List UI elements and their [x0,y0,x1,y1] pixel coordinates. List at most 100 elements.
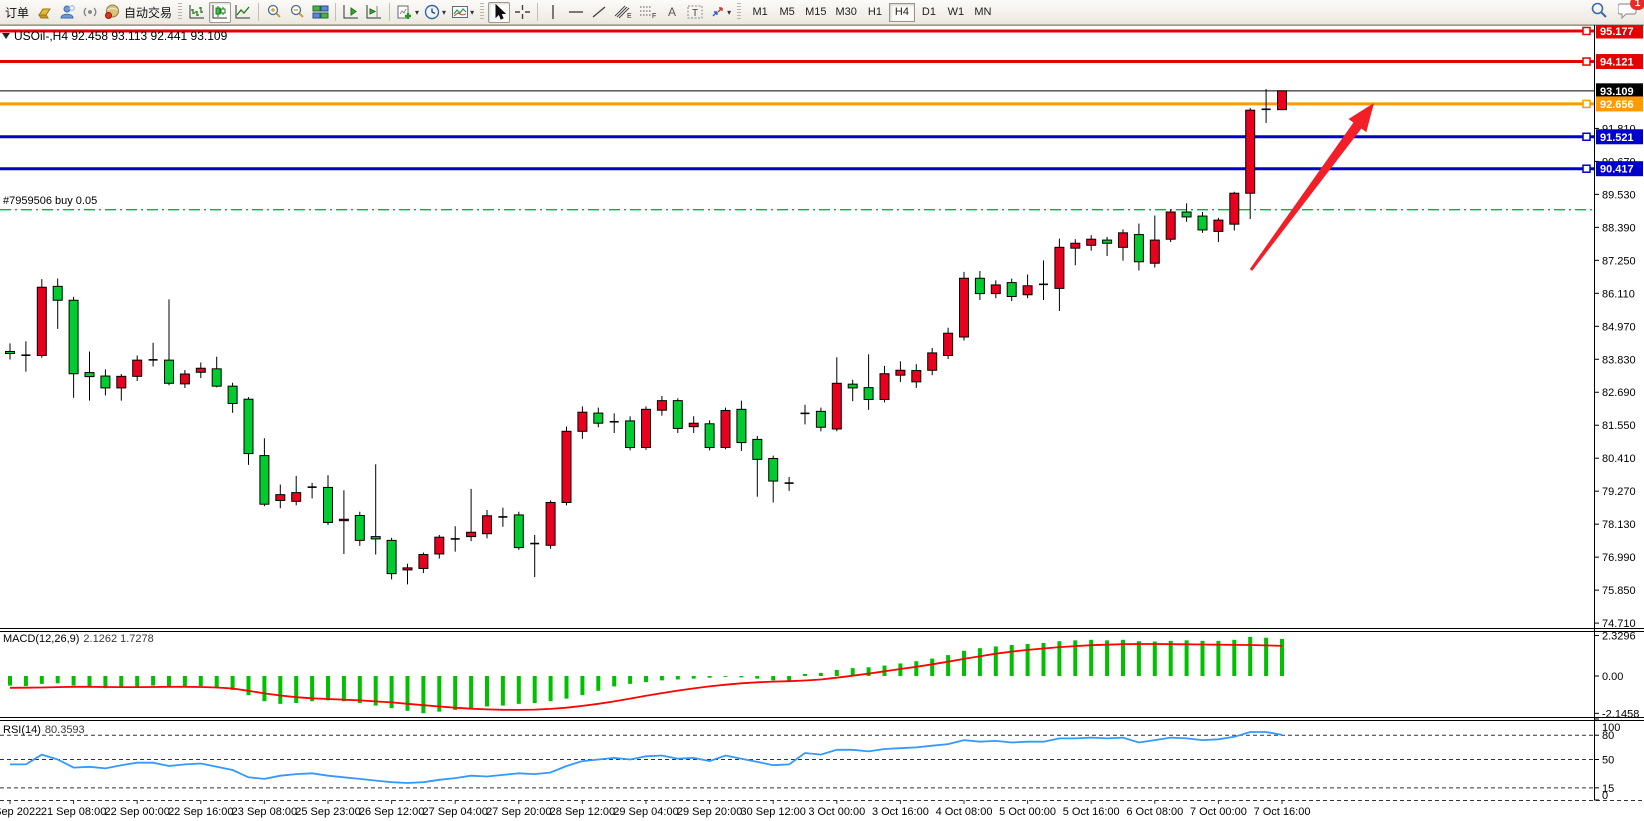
trend-arrow-annotation[interactable] [1249,103,1374,271]
line-handle[interactable] [1582,99,1591,109]
timeframe-M30[interactable]: M30 [832,3,861,22]
bear-candle [672,400,683,429]
bar-chart-button[interactable] [186,2,208,23]
bull-candle [1213,219,1224,232]
bull-candle [641,408,651,449]
macd-histogram-bar [707,676,712,678]
rsi-tick-label: 50 [1602,755,1614,767]
timeframe-H4[interactable]: H4 [888,2,915,22]
macd-histogram-bar [1168,640,1173,676]
bear-candle [815,410,826,428]
macd-histogram-bar [723,676,728,677]
templates-button[interactable]: ▾ [449,2,476,23]
line-chart-button[interactable] [232,2,254,23]
timeframe-M5[interactable]: M5 [774,3,800,22]
price-badge [1596,83,1643,99]
horizontal-line-button[interactable] [565,2,587,23]
bull-candle [1086,238,1097,246]
channel-button[interactable]: E [611,2,635,23]
macd-histogram-bar [151,676,156,686]
gold-bar-icon[interactable] [33,2,55,23]
text-label-button[interactable]: T [684,2,706,23]
date-tick-label: 29 Sep 04:00 [613,806,678,818]
macd-histogram-bar [1136,641,1141,676]
chart-shift-button[interactable] [363,2,385,23]
macd-histogram-bar [580,676,585,696]
macd-histogram-bar [1264,637,1269,676]
line-handle[interactable] [1582,26,1591,36]
timeframe-M15[interactable]: M15 [801,3,830,22]
timeframe-H1[interactable]: H1 [862,3,888,22]
line-handle[interactable] [1582,132,1591,142]
candlestick-chart-button[interactable] [209,1,232,23]
rsi-tick-label: 15 [1602,783,1614,795]
orders-button[interactable]: 订单 [2,2,32,23]
macd-histogram-bar [1248,636,1253,676]
community-icon[interactable] [56,2,78,23]
bear-candle [513,514,524,549]
date-tick-label: 20 Sep 2022 [0,806,41,818]
vertical-line-button[interactable] [542,2,564,23]
cursor-button[interactable] [488,1,511,23]
macd-histogram-bar [930,658,935,676]
bull-candle [116,375,127,389]
candles-layer [5,89,1287,585]
notifications-button[interactable]: 1 [1617,0,1644,24]
signals-icon[interactable] [79,2,101,23]
macd-histogram-bar [135,676,140,687]
macd-histogram-bar [119,676,124,688]
price-badge-label: 94.121 [1600,57,1634,69]
macd-histogram-bar [389,676,394,709]
date-tick-label: 5 Oct 16:00 [1063,806,1120,818]
macd-histogram-bar [437,676,442,712]
macd-histogram-bar [198,676,203,687]
zoom-in-button[interactable] [263,2,285,23]
date-tick-label: 26 Sep 12:00 [359,806,424,818]
search-icon[interactable] [1590,1,1608,24]
macd-tick-label: -2.1458 [1602,708,1639,720]
date-tick-label: 28 Sep 12:00 [550,806,615,818]
date-tick-label: 3 Oct 00:00 [808,806,865,818]
bear-candle [52,285,63,301]
macd-histogram-bar [532,676,537,703]
macd-histogram-bar [1232,639,1237,676]
chart-window[interactable]: 91.81090.67089.53088.39087.25086.11084.9… [0,25,1644,821]
macd-histogram-bar [1057,641,1062,676]
crosshair-button[interactable] [511,2,533,23]
timeframe-D1[interactable]: D1 [916,3,942,22]
macd-histogram-bar [644,676,648,683]
autotrading-icon [105,4,120,19]
bull-candle [545,501,556,546]
line-handle[interactable] [1582,164,1591,173]
price-badge [1596,54,1643,70]
bull-candle [1229,192,1240,225]
price-tick-label: 88.390 [1602,222,1636,234]
date-tick-label: 27 Sep 20:00 [486,806,551,818]
timeframe-M1[interactable]: M1 [747,3,773,22]
macd-histogram-bar [850,668,855,676]
macd-histogram-bar [469,676,474,709]
bull-candle [402,567,413,571]
macd-histogram-bar [691,676,696,679]
arrows-button[interactable]: ▾ [707,2,733,23]
bear-candle [211,368,222,387]
new-chart-button[interactable]: ▾ [394,2,421,23]
line-handle[interactable] [1582,57,1591,66]
toolbar-separator [335,3,337,21]
bear-candle [68,299,79,375]
timeframe-MN[interactable]: MN [970,3,996,22]
trendline-button[interactable] [588,2,610,23]
price-lines-layer [0,26,1594,211]
bear-candle [974,277,985,295]
tile-windows-button[interactable] [309,2,331,23]
timeframe-W1[interactable]: W1 [943,3,969,22]
zoom-out-button[interactable] [286,2,308,23]
bear-candle [847,383,858,389]
text-button[interactable]: A [661,2,683,23]
autoscroll-button[interactable] [340,2,362,23]
autotrading-button[interactable]: 自动交易 [102,2,174,23]
periods-clock-button[interactable]: ▾ [422,2,448,23]
fibonacci-button[interactable]: F [636,2,660,23]
chart-canvas[interactable]: 91.81090.67089.53088.39087.25086.11084.9… [0,25,1644,821]
price-badge [1596,129,1643,145]
